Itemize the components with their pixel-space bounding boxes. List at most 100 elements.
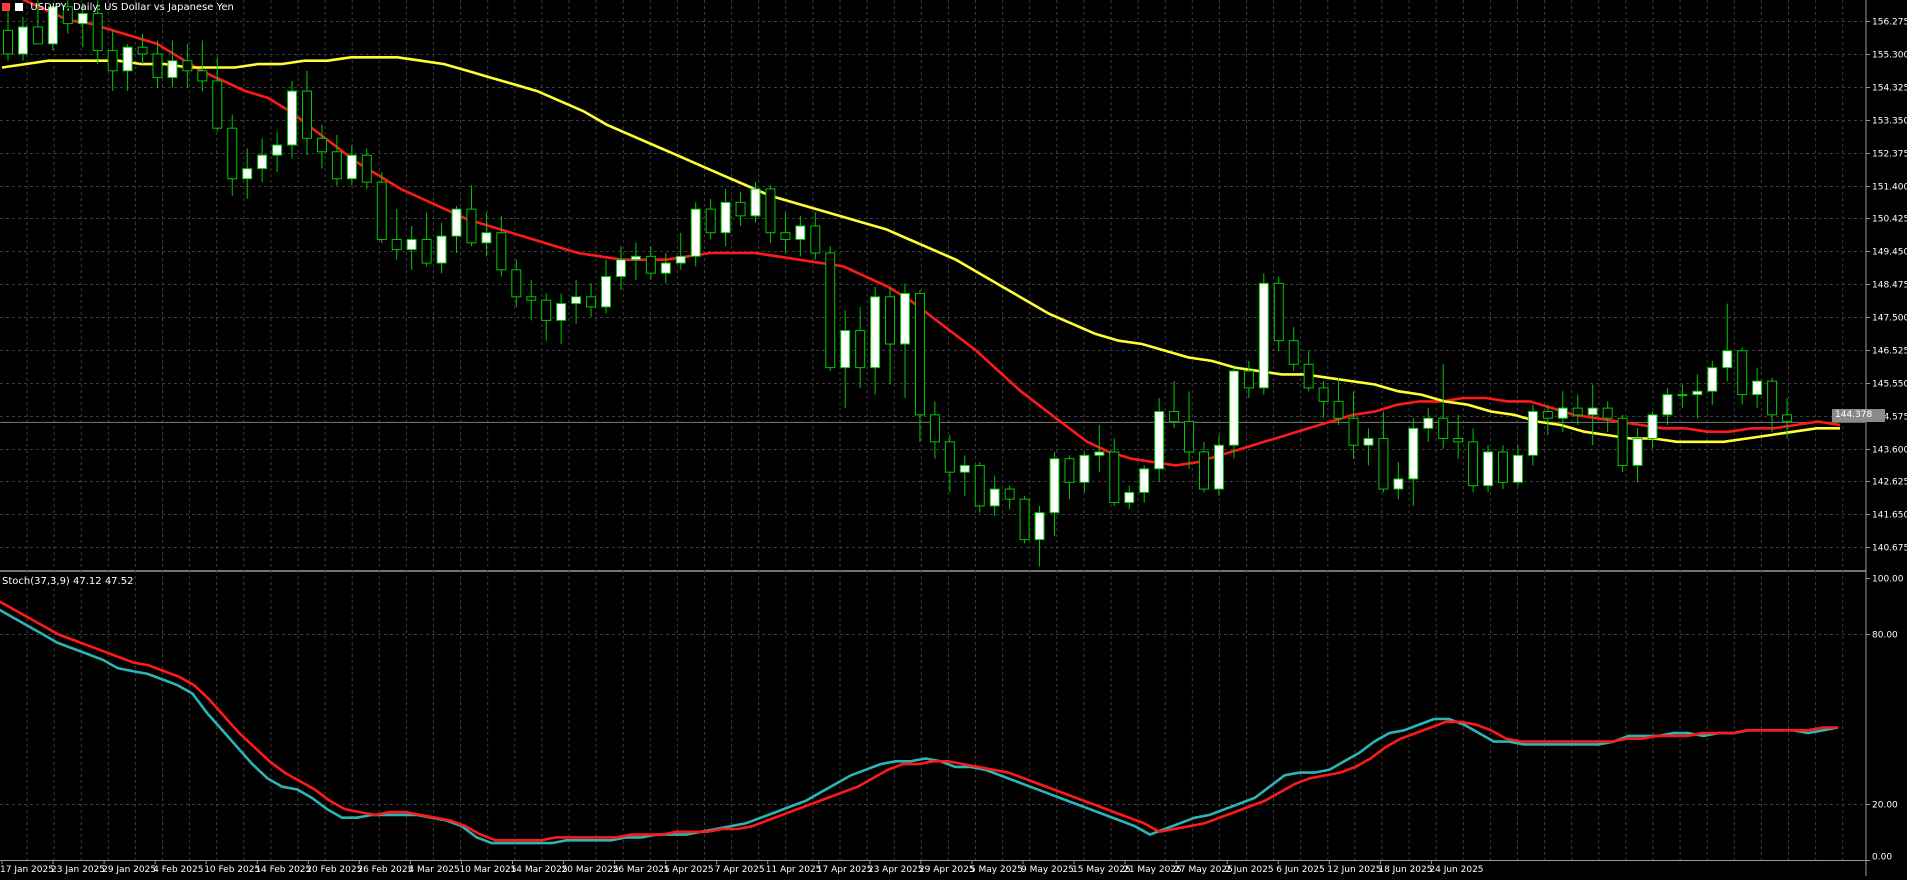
candle[interactable] bbox=[47, 6, 58, 51]
candle[interactable] bbox=[1064, 455, 1075, 500]
candle[interactable] bbox=[1542, 404, 1553, 436]
candle[interactable] bbox=[346, 145, 357, 186]
candle[interactable] bbox=[1019, 495, 1030, 544]
candle[interactable] bbox=[406, 225, 417, 270]
candle[interactable] bbox=[720, 188, 731, 247]
candle[interactable] bbox=[1243, 360, 1254, 398]
candle[interactable] bbox=[1333, 377, 1344, 425]
candle[interactable] bbox=[182, 43, 193, 88]
candle[interactable] bbox=[750, 182, 761, 223]
candle[interactable] bbox=[272, 131, 283, 173]
candle[interactable] bbox=[1094, 424, 1105, 473]
candle[interactable] bbox=[1079, 451, 1090, 493]
candle[interactable] bbox=[541, 293, 552, 341]
candle[interactable] bbox=[242, 148, 253, 199]
candle[interactable] bbox=[376, 172, 387, 243]
candle[interactable] bbox=[1184, 391, 1195, 469]
candle[interactable] bbox=[810, 212, 821, 260]
candle[interactable] bbox=[870, 286, 881, 395]
candle[interactable] bbox=[615, 246, 626, 291]
candle[interactable] bbox=[840, 310, 851, 409]
candle[interactable] bbox=[1348, 391, 1359, 459]
candle[interactable] bbox=[1034, 505, 1045, 567]
candle[interactable] bbox=[1737, 347, 1748, 405]
candle[interactable] bbox=[630, 242, 641, 280]
candle[interactable] bbox=[1453, 414, 1464, 459]
candle[interactable] bbox=[197, 40, 208, 92]
candle[interactable] bbox=[1169, 381, 1180, 429]
candle[interactable] bbox=[167, 40, 178, 88]
candle[interactable] bbox=[780, 212, 791, 253]
candle[interactable] bbox=[1632, 428, 1643, 483]
candle[interactable] bbox=[1154, 397, 1165, 483]
candle[interactable] bbox=[1258, 273, 1269, 395]
candle[interactable] bbox=[1109, 438, 1120, 506]
candle[interactable] bbox=[586, 283, 597, 318]
candle[interactable] bbox=[3, 3, 13, 61]
candle[interactable] bbox=[481, 212, 492, 257]
candle[interactable] bbox=[77, 3, 88, 48]
candle[interactable] bbox=[287, 80, 298, 159]
candle[interactable] bbox=[1139, 465, 1150, 503]
candle[interactable] bbox=[1572, 394, 1583, 425]
candle[interactable] bbox=[1767, 377, 1778, 432]
candle[interactable] bbox=[227, 114, 238, 196]
candle[interactable] bbox=[1228, 367, 1239, 459]
candle[interactable] bbox=[1124, 485, 1135, 510]
candle[interactable] bbox=[331, 134, 342, 186]
candle[interactable] bbox=[1438, 364, 1449, 449]
candle[interactable] bbox=[1647, 411, 1658, 449]
candle[interactable] bbox=[1199, 441, 1209, 493]
candle[interactable] bbox=[526, 279, 537, 321]
candle[interactable] bbox=[32, 0, 43, 45]
candle[interactable] bbox=[900, 283, 910, 398]
candle[interactable] bbox=[1378, 411, 1389, 493]
candle[interactable] bbox=[675, 232, 686, 270]
candle[interactable] bbox=[556, 293, 567, 345]
candle[interactable] bbox=[17, 16, 28, 61]
candlesticks[interactable] bbox=[3, 0, 1793, 567]
candle[interactable] bbox=[885, 286, 896, 385]
candle[interactable] bbox=[302, 70, 312, 156]
candle[interactable] bbox=[1587, 384, 1598, 446]
candle[interactable] bbox=[1692, 374, 1703, 419]
candle[interactable] bbox=[929, 401, 940, 459]
candle[interactable] bbox=[1722, 303, 1733, 382]
candle[interactable] bbox=[765, 185, 776, 243]
candle[interactable] bbox=[316, 124, 327, 169]
candle[interactable] bbox=[660, 252, 671, 284]
candle[interactable] bbox=[1782, 397, 1793, 439]
candle[interactable] bbox=[1483, 445, 1494, 493]
candle[interactable] bbox=[914, 290, 925, 442]
candle[interactable] bbox=[451, 205, 462, 253]
candle[interactable] bbox=[1213, 435, 1224, 496]
candle[interactable] bbox=[1557, 391, 1568, 432]
candle[interactable] bbox=[1273, 276, 1284, 351]
candle[interactable] bbox=[974, 462, 985, 513]
candle[interactable] bbox=[1423, 408, 1434, 442]
candle[interactable] bbox=[361, 148, 372, 189]
candle[interactable] bbox=[1498, 445, 1508, 490]
candle[interactable] bbox=[1707, 360, 1718, 405]
candle[interactable] bbox=[421, 212, 432, 267]
candle[interactable] bbox=[1752, 367, 1763, 409]
candle[interactable] bbox=[1318, 381, 1329, 419]
candle[interactable] bbox=[855, 306, 866, 388]
candle[interactable] bbox=[989, 475, 1000, 517]
candle[interactable] bbox=[496, 215, 507, 277]
candle[interactable] bbox=[1468, 428, 1479, 493]
candle[interactable] bbox=[1527, 404, 1538, 466]
candle[interactable] bbox=[795, 215, 806, 257]
candle[interactable] bbox=[1602, 401, 1613, 432]
candle[interactable] bbox=[62, 0, 73, 34]
candle[interactable] bbox=[825, 246, 836, 372]
candle[interactable] bbox=[1004, 485, 1015, 510]
candle[interactable] bbox=[1049, 451, 1060, 537]
candle[interactable] bbox=[944, 435, 955, 493]
candle[interactable] bbox=[122, 43, 133, 92]
candle[interactable] bbox=[1677, 384, 1688, 409]
candle[interactable] bbox=[1363, 428, 1374, 466]
candle[interactable] bbox=[601, 259, 611, 314]
candle[interactable] bbox=[107, 30, 118, 92]
